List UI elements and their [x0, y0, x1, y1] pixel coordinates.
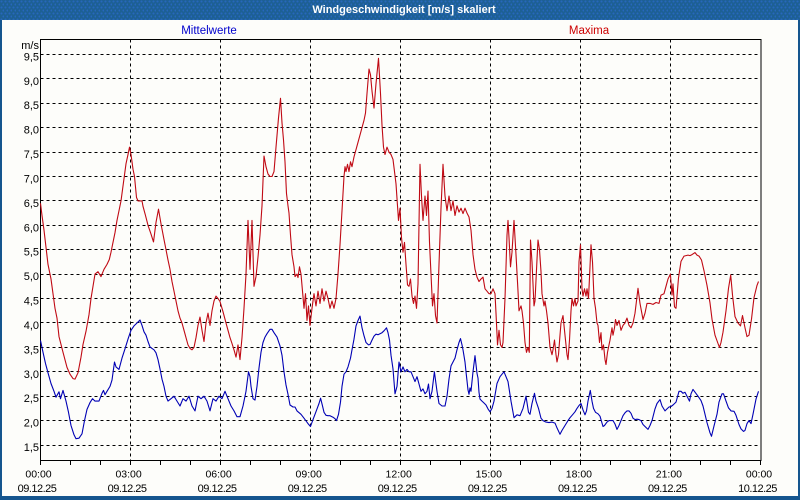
svg-text:09.12.25: 09.12.25	[558, 483, 597, 495]
svg-text:15:00: 15:00	[476, 469, 502, 481]
svg-text:6,5: 6,5	[24, 198, 39, 210]
svg-text:10.12.25: 10.12.25	[738, 483, 777, 495]
svg-text:09.12.25: 09.12.25	[198, 483, 237, 495]
svg-text:m/s: m/s	[21, 40, 39, 52]
svg-text:09.12.25: 09.12.25	[468, 483, 507, 495]
svg-text:4,5: 4,5	[24, 296, 39, 308]
svg-text:5,0: 5,0	[24, 271, 39, 283]
svg-text:03:00: 03:00	[115, 469, 141, 481]
svg-text:8,0: 8,0	[24, 125, 39, 137]
svg-text:3,5: 3,5	[24, 344, 39, 356]
svg-text:Mittelwerte: Mittelwerte	[181, 25, 237, 37]
svg-text:5,5: 5,5	[24, 247, 39, 259]
svg-text:9,0: 9,0	[24, 76, 39, 88]
svg-text:12:00: 12:00	[386, 469, 412, 481]
svg-text:6,0: 6,0	[24, 222, 39, 234]
svg-text:09.12.25: 09.12.25	[648, 483, 687, 495]
svg-text:09.12.25: 09.12.25	[378, 483, 417, 495]
svg-text:4,0: 4,0	[24, 320, 39, 332]
svg-text:Maxima: Maxima	[569, 25, 610, 37]
svg-text:9,5: 9,5	[24, 51, 39, 63]
svg-text:1,5: 1,5	[24, 442, 39, 454]
svg-text:00:00: 00:00	[25, 469, 51, 481]
svg-text:7,0: 7,0	[24, 174, 39, 186]
svg-text:21:00: 21:00	[656, 469, 682, 481]
svg-text:06:00: 06:00	[205, 469, 231, 481]
svg-text:2,0: 2,0	[24, 418, 39, 430]
svg-text:18:00: 18:00	[566, 469, 592, 481]
svg-text:09.12.25: 09.12.25	[288, 483, 327, 495]
svg-text:7,5: 7,5	[24, 149, 39, 161]
svg-text:2,5: 2,5	[24, 393, 39, 405]
svg-text:3,0: 3,0	[24, 369, 39, 381]
svg-text:09.12.25: 09.12.25	[108, 483, 147, 495]
svg-text:00:00: 00:00	[746, 469, 772, 481]
svg-text:09:00: 09:00	[296, 469, 322, 481]
svg-text:8,5: 8,5	[24, 100, 39, 112]
svg-text:09.12.25: 09.12.25	[18, 483, 57, 495]
